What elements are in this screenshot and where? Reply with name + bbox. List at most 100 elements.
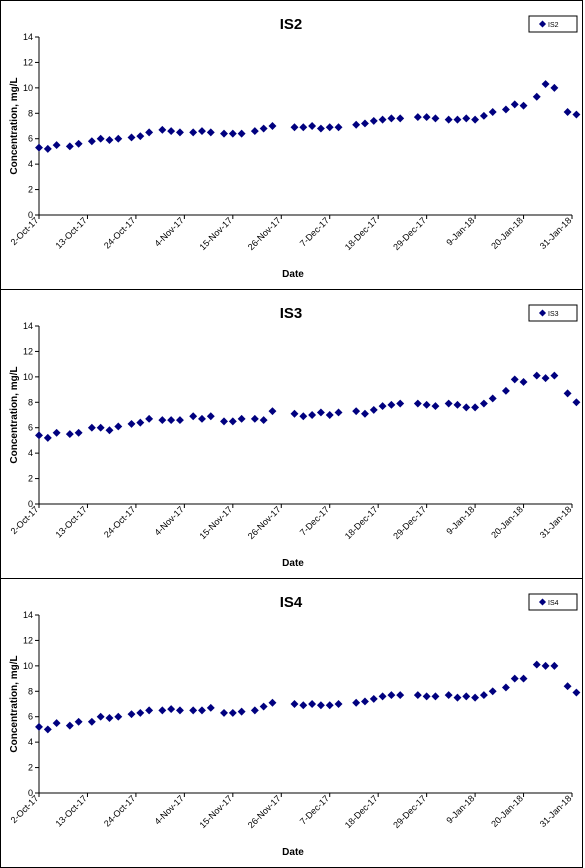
data-point [290, 123, 299, 132]
legend: IS4 [528, 593, 578, 611]
data-point [220, 417, 228, 426]
data-point [488, 394, 497, 403]
y-tick-label: 0 [28, 210, 33, 220]
data-point [501, 386, 510, 395]
chart-title: IS2 [280, 16, 303, 33]
data-point [387, 400, 396, 409]
data-point [369, 405, 378, 414]
data-point [444, 399, 453, 408]
data-point [259, 416, 268, 425]
data-point [541, 80, 550, 89]
y-tick-label: 4 [28, 448, 33, 458]
data-point [206, 703, 215, 712]
data-point [206, 412, 215, 421]
data-point [488, 687, 497, 696]
data-point [462, 403, 471, 412]
data-point [175, 706, 184, 715]
x-tick-label: 24-Oct-17 [102, 215, 137, 250]
data-point [35, 143, 43, 152]
x-tick-label: 20-Jan-18 [489, 215, 525, 251]
y-tick-label: 0 [28, 788, 33, 798]
data-point [175, 128, 184, 137]
data-point [413, 691, 422, 700]
data-point [532, 660, 541, 669]
data-point [43, 725, 52, 734]
data-point [290, 409, 299, 418]
chart-is4: IS4 0 2 4 6 8 10 12 14 2-Oct-17 13-Oct-17 24-Oct-17… [9, 593, 581, 858]
y-tick-label: 12 [23, 57, 33, 67]
data-point [268, 698, 277, 707]
y-axis-label: Concentration, mg/L [9, 77, 20, 174]
data-point [387, 691, 396, 700]
data-point [96, 712, 105, 721]
data-point [479, 111, 488, 120]
x-axis-label: Date [282, 847, 304, 858]
data-point [308, 700, 317, 708]
data-point [510, 674, 519, 683]
y-tick-label: 14 [23, 321, 33, 331]
x-tick-label: 7-Dec-17 [298, 793, 331, 826]
data-point [325, 411, 334, 419]
x-tick-label: 9-Jan-18 [444, 793, 476, 825]
data-point [550, 83, 559, 92]
data-point [316, 701, 325, 710]
data-point [206, 128, 215, 137]
data-points [35, 80, 581, 153]
data-point [396, 399, 405, 408]
data-point [422, 113, 431, 122]
x-tick-label: 2-Oct-17 [9, 215, 41, 247]
y-tick-label: 2 [28, 474, 33, 484]
x-tick-label: 13-Oct-17 [53, 215, 88, 250]
data-point [431, 402, 440, 411]
chart-panel-is4: IS4 0 2 4 6 8 10 12 14 2-Oct-17 13-Oct-17 24-Oct-17… [0, 578, 583, 868]
data-point [334, 123, 343, 132]
data-point [268, 407, 277, 416]
data-point [74, 717, 83, 726]
data-point [220, 129, 228, 138]
data-point [237, 129, 246, 138]
data-point [488, 108, 497, 116]
data-point [361, 409, 369, 418]
x-tick-label: 2-Oct-17 [9, 504, 41, 536]
x-tick-label: 4-Nov-17 [153, 793, 186, 826]
x-tick-label: 18-Dec-17 [343, 504, 380, 541]
y-tick-label: 12 [23, 635, 33, 645]
data-point [550, 371, 559, 380]
data-point [519, 101, 528, 110]
data-point [299, 701, 308, 710]
x-tick-label: 26-Nov-17 [246, 793, 283, 830]
data-point [378, 115, 387, 124]
data-point [52, 428, 61, 437]
data-point [136, 708, 145, 717]
data-point [259, 124, 268, 133]
data-point [541, 661, 550, 670]
legend-box [528, 15, 578, 33]
data-point [334, 700, 343, 708]
data-point [308, 411, 317, 419]
data-point [259, 702, 268, 711]
data-point [96, 134, 105, 143]
data-point [369, 116, 378, 125]
data-point [268, 122, 277, 130]
data-point [471, 403, 480, 412]
data-point [290, 700, 299, 708]
data-point [572, 688, 581, 697]
data-point [136, 132, 145, 141]
y-tick-label: 14 [23, 610, 33, 620]
legend-box [528, 593, 578, 611]
data-point [325, 701, 334, 710]
data-point [453, 115, 462, 124]
data-point [444, 691, 453, 700]
data-point [158, 706, 167, 715]
legend-marker [538, 309, 547, 317]
legend-box [528, 304, 578, 322]
x-tick-label: 31-Jan-18 [538, 504, 574, 540]
x-tick-label: 4-Nov-17 [153, 504, 186, 537]
data-point [65, 721, 74, 730]
data-point [431, 114, 440, 123]
legend-label: IS3 [548, 311, 559, 318]
data-point [87, 717, 96, 726]
data-point [250, 414, 259, 423]
data-point [189, 706, 198, 715]
y-tick-label: 12 [23, 346, 33, 356]
